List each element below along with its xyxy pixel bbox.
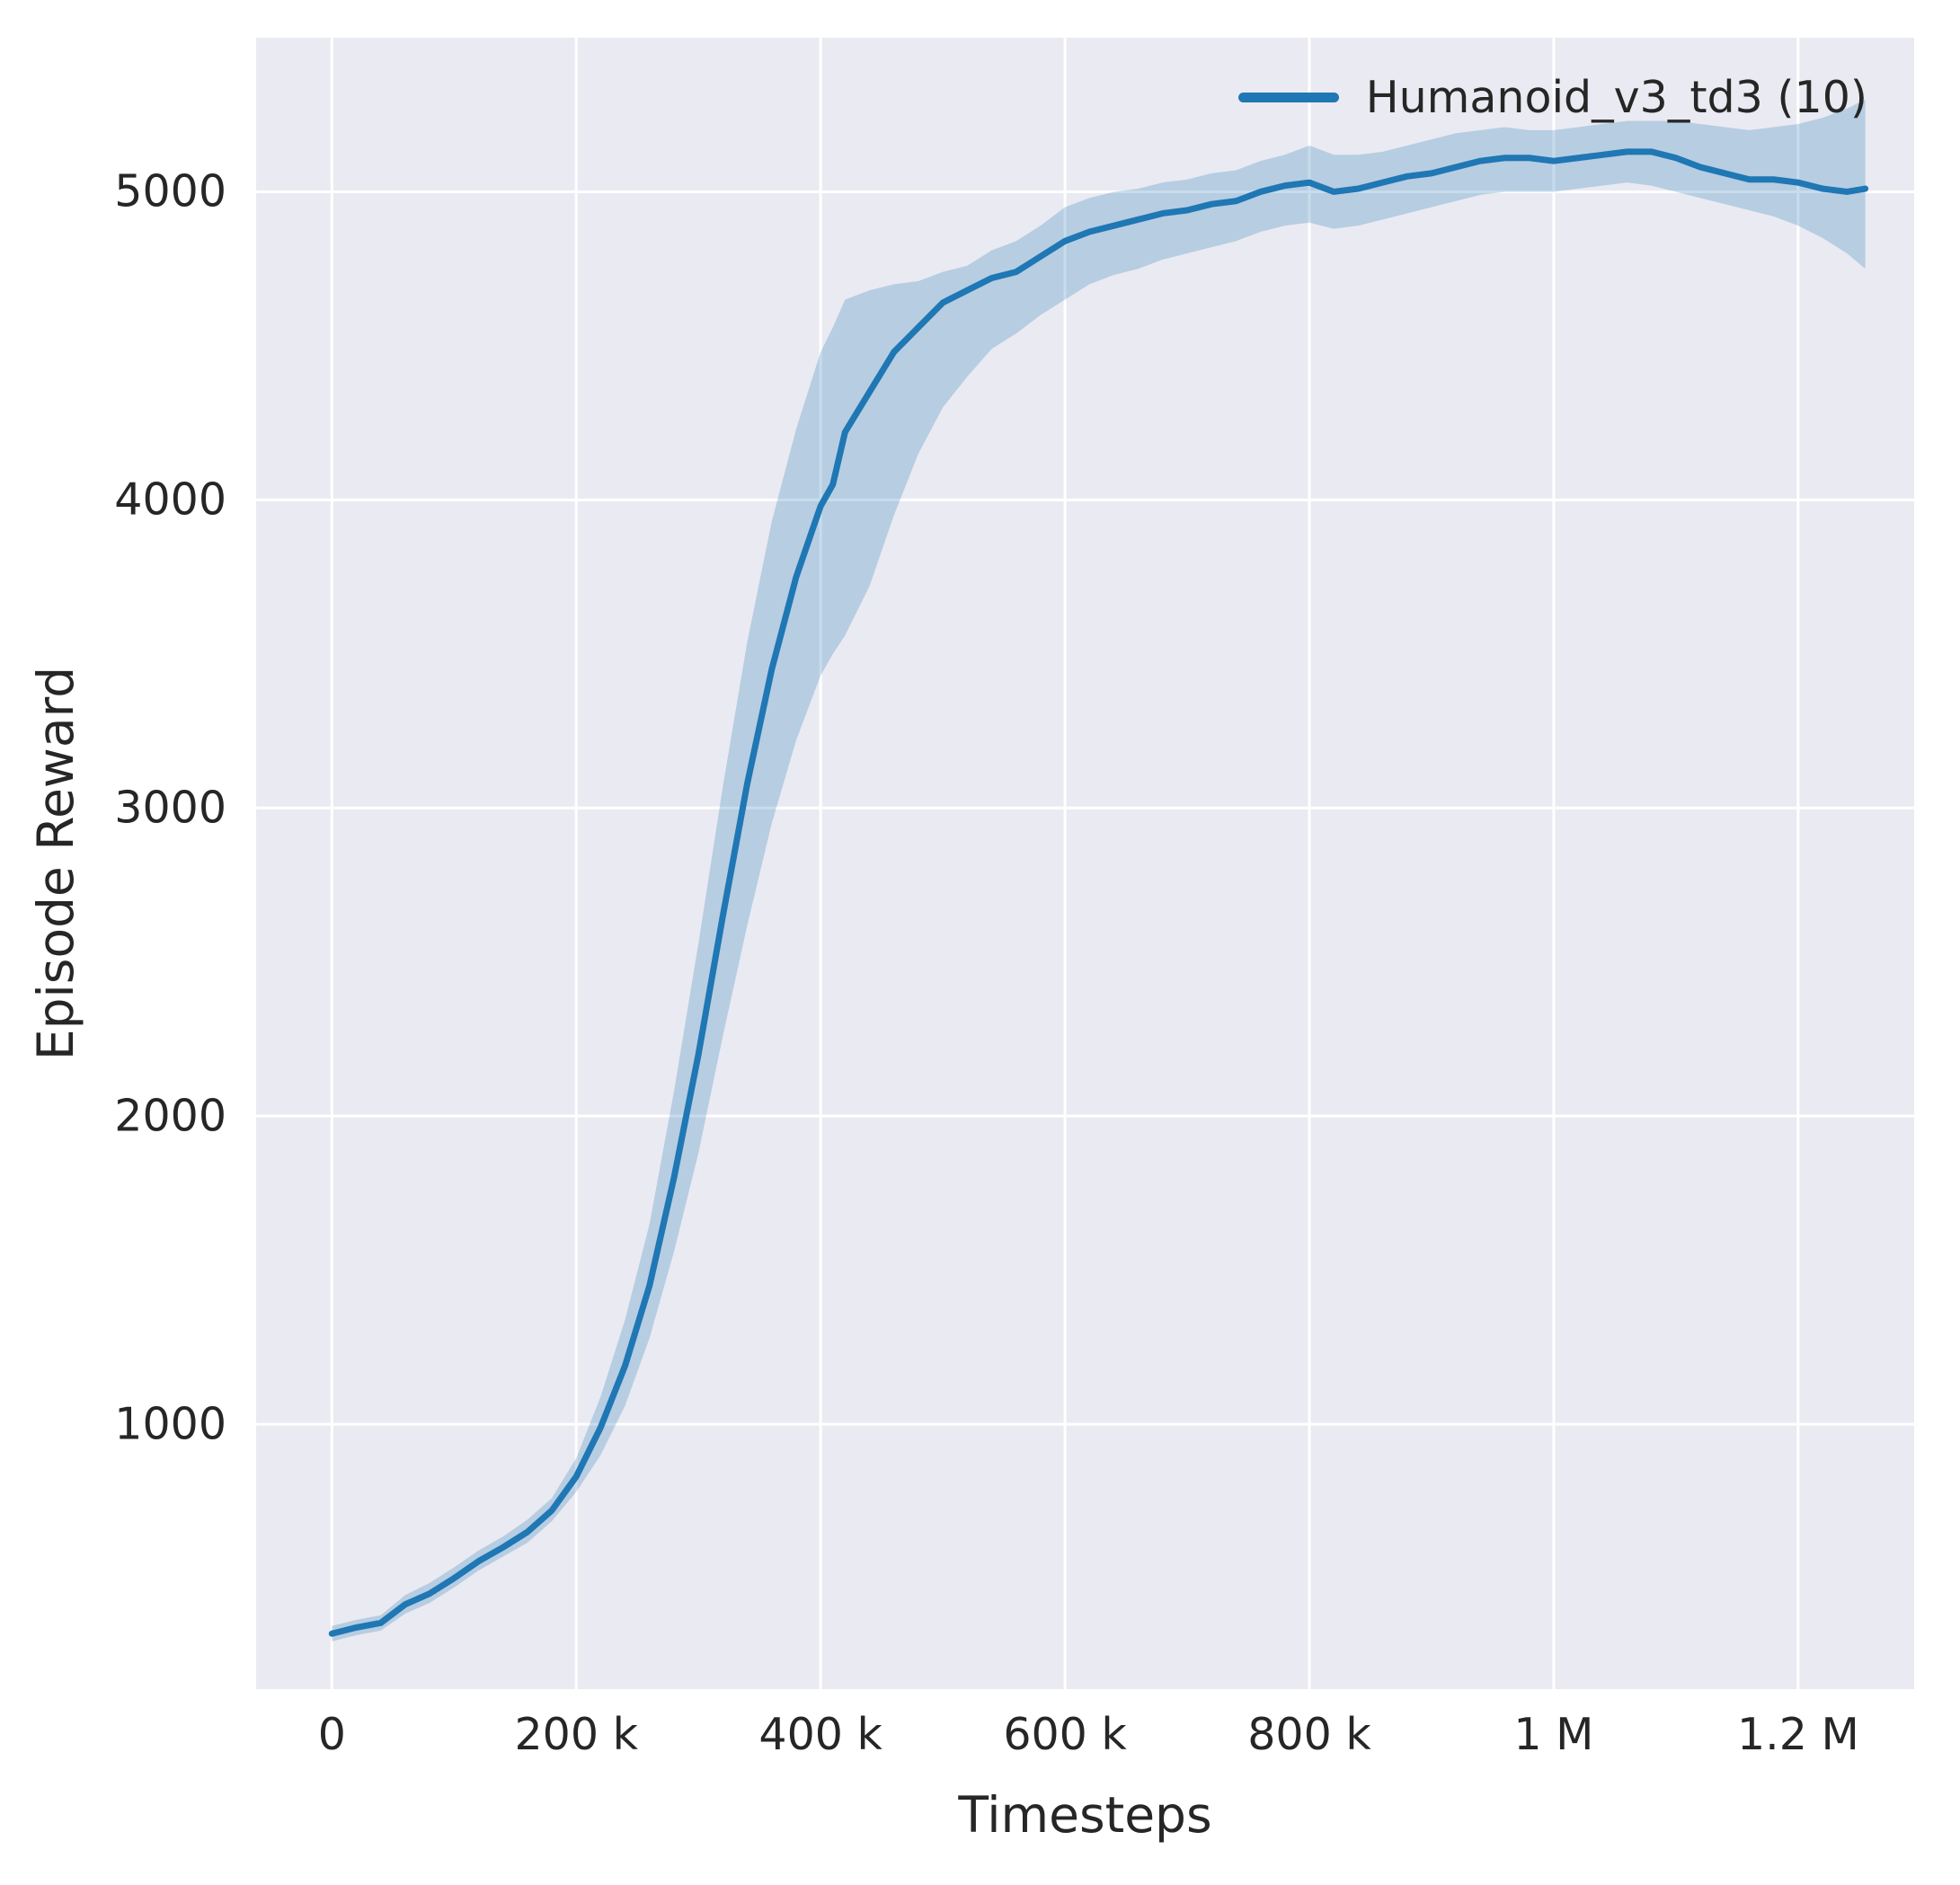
legend-label: Humanoid_v3_td3 (10) [1365,72,1867,123]
y-tick-label: 5000 [114,165,226,217]
x-tick-label: 400 k [758,1709,882,1760]
y-tick-label: 1000 [114,1398,226,1450]
x-tick-label: 200 k [514,1709,638,1760]
plot-area: Humanoid_v3_td3 (10) [256,38,1914,1689]
x-tick-label: 800 k [1247,1709,1371,1760]
legend-line-swatch [1237,93,1339,102]
x-axis-label: Timesteps [958,1786,1212,1844]
x-tick-label: 0 [317,1709,346,1760]
x-tick-label: 1.2 M [1736,1709,1859,1760]
line-chart [256,38,1914,1689]
confidence-band [332,99,1866,1642]
y-tick-label: 3000 [114,782,226,834]
y-tick-label: 4000 [114,473,226,526]
y-tick-label: 2000 [114,1090,226,1142]
y-axis-label: Episode Reward [27,666,84,1061]
x-tick-label: 1 M [1513,1709,1594,1760]
legend: Humanoid_v3_td3 (10) [1237,72,1867,123]
mean-line [328,148,1869,1637]
x-tick-label: 600 k [1003,1709,1127,1760]
